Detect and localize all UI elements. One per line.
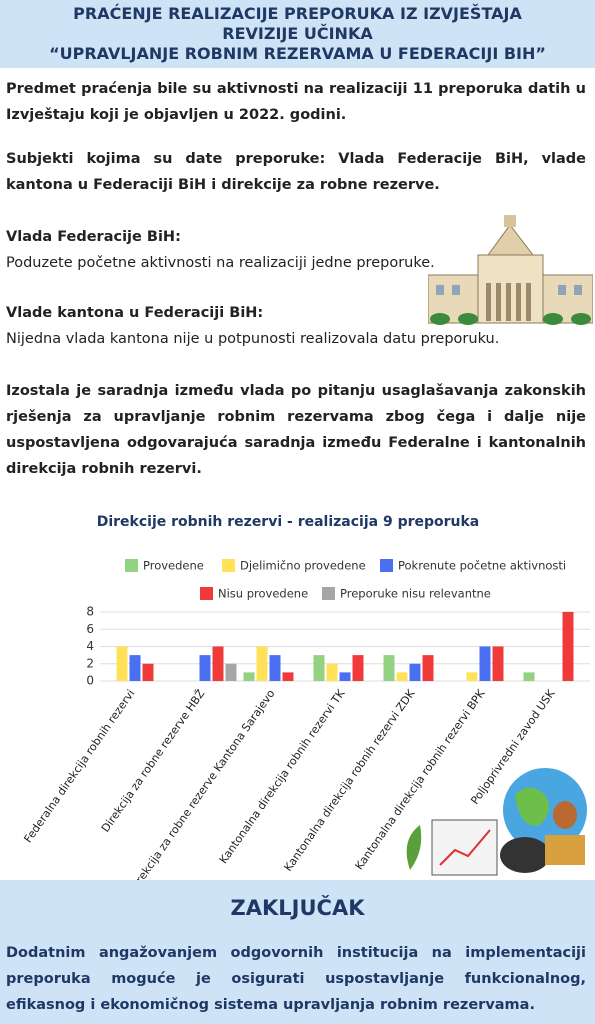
bar bbox=[256, 646, 268, 681]
header: PRAĆENJE REALIZACIJE PREPORUKA IZ IZVJEŠ… bbox=[0, 0, 595, 68]
bar bbox=[466, 672, 478, 681]
bar bbox=[409, 663, 421, 681]
bar bbox=[243, 672, 255, 681]
conclusion-band bbox=[0, 880, 595, 1024]
legend-label: Provedene bbox=[143, 559, 204, 573]
bar bbox=[523, 672, 535, 681]
bar bbox=[313, 655, 325, 681]
y-tick-label: 6 bbox=[86, 622, 94, 636]
bar bbox=[225, 663, 237, 681]
bar bbox=[129, 655, 141, 681]
y-tick-label: 4 bbox=[86, 639, 94, 653]
legend-label: Pokrenute početne aktivnosti bbox=[398, 559, 566, 573]
section-text: Nijedna vlada kantona nije u potpunosti … bbox=[6, 331, 500, 347]
y-tick-label: 8 bbox=[86, 605, 94, 619]
y-tick-label: 2 bbox=[86, 656, 94, 670]
intro: Predmet praćenja bile su aktivnosti na r… bbox=[6, 81, 586, 123]
legend-swatch bbox=[222, 559, 235, 572]
legend-swatch bbox=[125, 559, 138, 572]
chart-title: Direkcije robnih rezervi - realizacija 9… bbox=[97, 514, 480, 530]
subjects: Subjekti kojima su date preporuke: Vlada… bbox=[6, 151, 586, 193]
bar bbox=[396, 672, 408, 681]
chart: Direkcije robnih rezervi - realizacija 9… bbox=[21, 514, 590, 880]
bar bbox=[383, 655, 395, 681]
building-illustration bbox=[428, 215, 593, 325]
section-heading: Vlade kantona u Federaciji BiH: bbox=[6, 305, 264, 321]
bar bbox=[282, 672, 294, 681]
bar bbox=[199, 655, 211, 681]
y-tick-label: 0 bbox=[86, 674, 94, 688]
legend-label: Nisu provedene bbox=[218, 587, 308, 601]
bar bbox=[562, 612, 574, 681]
section-heading: Vlada Federacije BiH: bbox=[6, 229, 181, 245]
x-tick-label: Federalna direkcija robnih rezervi bbox=[21, 687, 137, 845]
header-line: REVIZIJE UČINKA bbox=[222, 24, 373, 43]
x-tick-label: Kantonalna direkcija robnih rezervi TK bbox=[217, 687, 348, 866]
bar bbox=[326, 663, 338, 681]
legend-label: Djelimično provedene bbox=[240, 559, 366, 573]
bar bbox=[492, 646, 504, 681]
bar bbox=[142, 663, 154, 681]
legend-label: Preporuke nisu relevantne bbox=[340, 587, 491, 601]
bar bbox=[339, 672, 351, 681]
header-line: “UPRAVLJANJE ROBNIM REZERVAMA U FEDERACI… bbox=[49, 44, 546, 63]
bar bbox=[269, 655, 281, 681]
conclusion-title: ZAKLJUČAK bbox=[230, 896, 365, 920]
cooperation: Izostala je saradnja između vlada po pit… bbox=[6, 383, 586, 477]
section-text: Poduzete početne aktivnosti na realizaci… bbox=[6, 255, 435, 271]
legend-swatch bbox=[380, 559, 393, 572]
bar bbox=[116, 646, 128, 681]
x-tick-label: Direkcija za robne rezerve Kantona Saraj… bbox=[127, 687, 278, 880]
illustration bbox=[406, 768, 587, 876]
bar bbox=[212, 646, 224, 681]
bar bbox=[479, 646, 491, 681]
legend-swatch bbox=[322, 587, 335, 600]
header-line: PRAĆENJE REALIZACIJE PREPORUKA IZ IZVJEŠ… bbox=[73, 4, 522, 23]
legend-swatch bbox=[200, 587, 213, 600]
bar bbox=[352, 655, 364, 681]
bar bbox=[422, 655, 434, 681]
conclusion-text: Dodatnim angažovanjem odgovornih institu… bbox=[6, 945, 586, 1013]
x-tick-label: Kantonalna direkcija robnih rezervi ZDK bbox=[281, 687, 417, 874]
